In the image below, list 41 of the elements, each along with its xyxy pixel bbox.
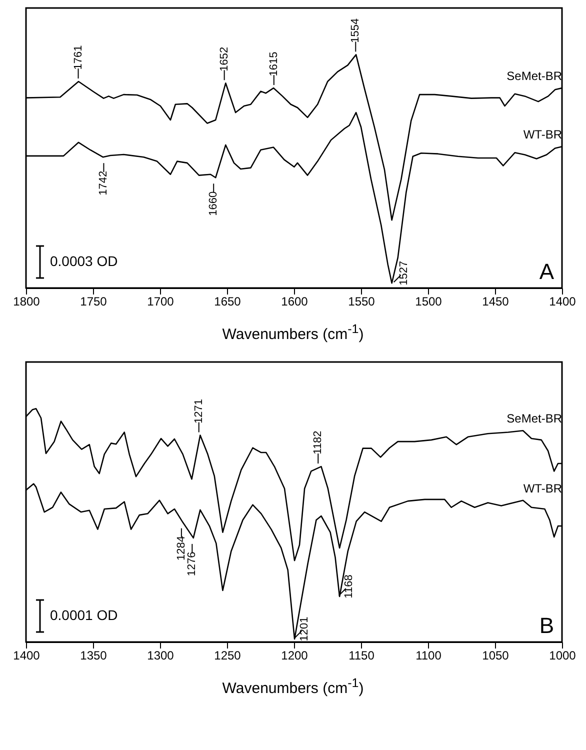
x-tick-label: 1650 [214, 294, 242, 308]
annotation: 1615 [268, 52, 280, 76]
annotation: 1742 [98, 170, 110, 196]
x-tick-label: 1050 [482, 648, 510, 662]
x-tick-label: 1500 [415, 294, 442, 308]
annotation: 1554 [350, 18, 362, 43]
annotation: 1168 [342, 574, 355, 598]
annotation: 1201 [298, 616, 311, 642]
x-tick-label: 1150 [348, 648, 375, 662]
series-label: SeMet-BR [506, 412, 562, 426]
annotation: 1761 [72, 45, 84, 70]
annotation: 0.0003 OD [50, 253, 118, 269]
x-tick-label: 1550 [348, 294, 376, 308]
annotation: 1276 [186, 552, 198, 576]
x-tick-label: 1300 [147, 648, 174, 662]
x-tick-label: 1400 [13, 648, 40, 662]
series-label: SeMet-BR [506, 69, 562, 84]
annotation: 1284 [175, 536, 188, 561]
annotation: 1271 [192, 399, 205, 424]
x-tick-label: 1400 [549, 294, 576, 308]
annotation: A [539, 259, 554, 284]
x-tick-label: 1600 [281, 294, 308, 308]
annotation: 1660 [208, 191, 220, 216]
x-tick-label: 1200 [281, 648, 308, 662]
x-tick-label: 1750 [80, 294, 108, 308]
x-axis-title: Wavenumbers (cm$^{-1}$) [221, 322, 365, 344]
x-tick-label: 1100 [416, 648, 442, 662]
x-tick-label: 1350 [80, 648, 108, 662]
x-tick-label: 1000 [549, 648, 576, 662]
annotation: 1652 [218, 46, 230, 72]
annotation: 1527 [398, 260, 410, 286]
annotation: B [539, 613, 554, 638]
series-label: WT-BR [523, 128, 562, 142]
x-tick-label: 1800 [13, 294, 40, 308]
x-axis-title: Wavenumbers (cm$^{-1}$) [221, 676, 365, 698]
annotation: 1182 [312, 430, 324, 454]
series-label: WT-BR [523, 481, 562, 496]
x-tick-label: 1450 [482, 294, 510, 308]
x-tick-label: 1250 [214, 648, 242, 662]
annotation: 0.0001 OD [50, 607, 118, 623]
x-tick-label: 1700 [147, 294, 174, 308]
